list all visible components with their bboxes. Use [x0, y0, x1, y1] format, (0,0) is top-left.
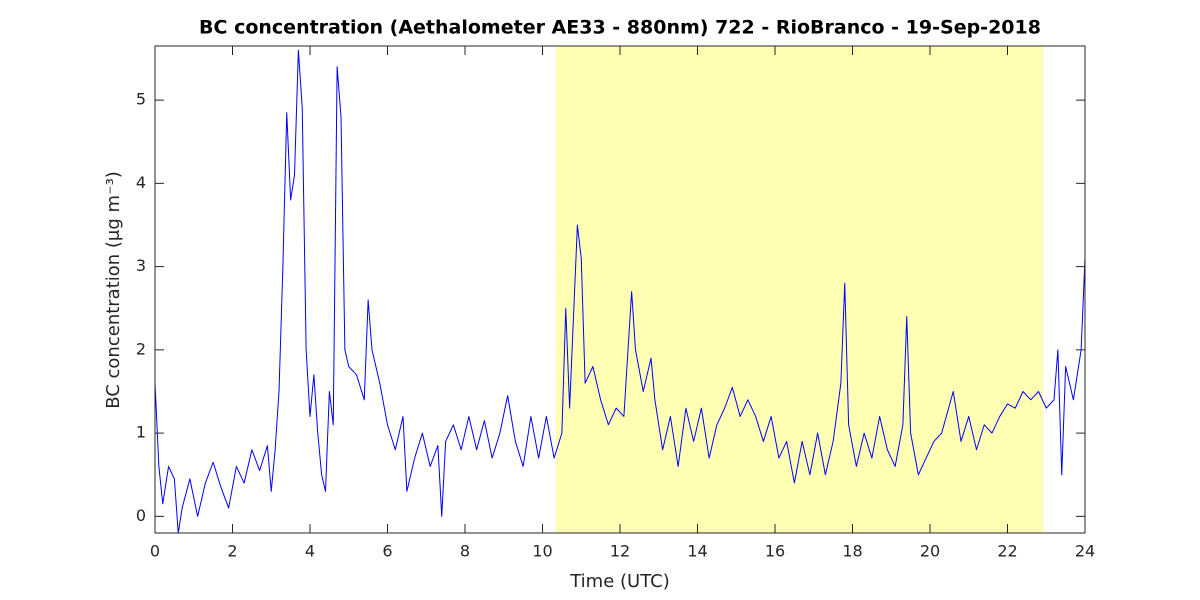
chart-title: BC concentration (Aethalometer AE33 - 88… [199, 17, 1041, 39]
y-tick-label: 5 [136, 90, 146, 109]
data-line [155, 49, 1085, 533]
x-tick-label: 24 [1075, 542, 1095, 561]
shaded-period [556, 46, 1044, 533]
x-tick-label: 6 [382, 542, 392, 561]
x-tick-label: 16 [765, 542, 785, 561]
x-tick-label: 8 [460, 542, 470, 561]
x-tick-label: 14 [687, 542, 707, 561]
x-tick-label: 0 [150, 542, 160, 561]
y-tick-label: 1 [136, 423, 146, 442]
x-tick-label: 2 [227, 542, 237, 561]
y-tick-label: 4 [136, 173, 146, 192]
x-tick-label: 12 [610, 542, 630, 561]
y-axis-label: BC concentration (μg m⁻³) [103, 171, 124, 409]
y-tick-label: 3 [136, 256, 146, 275]
y-tick-label: 0 [136, 506, 146, 525]
x-tick-label: 20 [920, 542, 940, 561]
x-tick-label: 18 [842, 542, 862, 561]
x-tick-label: 22 [997, 542, 1017, 561]
y-tick-label: 2 [136, 339, 146, 358]
x-axis-label: Time (UTC) [569, 571, 670, 592]
x-tick-label: 4 [305, 542, 315, 561]
x-tick-label: 10 [532, 542, 552, 561]
